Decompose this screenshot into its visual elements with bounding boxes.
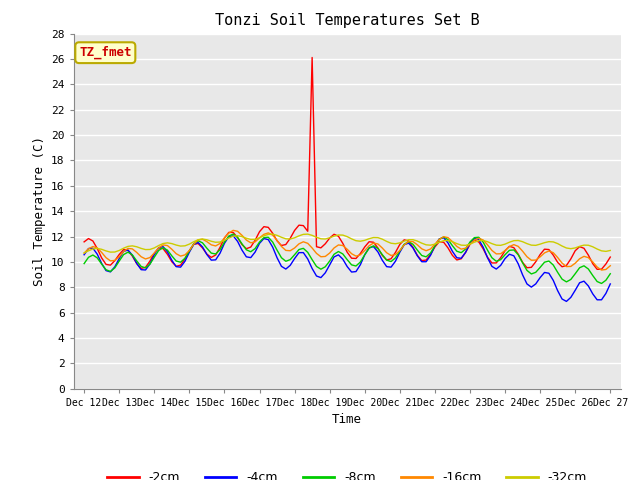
-8cm <box>80 261 88 266</box>
-2cm <box>304 228 312 234</box>
-4cm <box>308 265 316 271</box>
-32cm <box>269 231 276 237</box>
-8cm <box>607 271 614 276</box>
X-axis label: Time: Time <box>332 413 362 426</box>
-32cm <box>203 237 211 243</box>
-32cm <box>413 238 421 244</box>
-32cm <box>576 243 584 249</box>
-4cm <box>607 281 614 287</box>
-2cm <box>413 252 421 258</box>
-16cm <box>413 242 421 248</box>
-16cm <box>440 234 447 240</box>
-16cm <box>133 250 141 255</box>
-4cm <box>580 278 588 284</box>
-16cm <box>203 239 211 244</box>
-2cm <box>607 254 614 260</box>
-8cm <box>133 258 141 264</box>
-8cm <box>203 245 211 251</box>
-16cm <box>308 245 316 251</box>
Line: -8cm: -8cm <box>84 234 611 284</box>
-2cm <box>133 261 141 266</box>
Y-axis label: Soil Temperature (C): Soil Temperature (C) <box>33 136 45 286</box>
Legend: -2cm, -4cm, -8cm, -16cm, -32cm: -2cm, -4cm, -8cm, -16cm, -32cm <box>102 466 592 480</box>
Line: -2cm: -2cm <box>84 58 611 269</box>
-32cm <box>308 232 316 238</box>
-16cm <box>576 256 584 262</box>
-4cm <box>563 299 570 304</box>
-4cm <box>229 233 237 239</box>
-16cm <box>229 228 237 233</box>
-16cm <box>80 250 88 256</box>
-8cm <box>576 265 584 271</box>
-4cm <box>203 252 211 257</box>
-32cm <box>440 238 447 243</box>
-2cm <box>440 240 447 245</box>
-4cm <box>440 235 447 240</box>
-2cm <box>593 266 601 272</box>
-16cm <box>598 267 605 273</box>
-8cm <box>229 231 237 237</box>
-2cm <box>576 244 584 250</box>
-8cm <box>440 234 447 240</box>
-8cm <box>413 247 421 253</box>
Title: Tonzi Soil Temperatures Set B: Tonzi Soil Temperatures Set B <box>215 13 479 28</box>
-4cm <box>413 253 421 259</box>
-2cm <box>203 251 211 257</box>
-2cm <box>308 55 316 60</box>
Line: -32cm: -32cm <box>84 234 611 253</box>
-16cm <box>607 263 614 269</box>
Line: -16cm: -16cm <box>84 230 611 270</box>
-2cm <box>80 239 88 245</box>
-32cm <box>80 250 88 256</box>
Line: -4cm: -4cm <box>84 236 611 301</box>
-8cm <box>308 257 316 263</box>
-4cm <box>133 261 141 266</box>
-32cm <box>607 248 614 253</box>
-8cm <box>598 281 605 287</box>
-4cm <box>80 252 88 258</box>
-32cm <box>133 244 141 250</box>
Text: TZ_fmet: TZ_fmet <box>79 46 132 60</box>
